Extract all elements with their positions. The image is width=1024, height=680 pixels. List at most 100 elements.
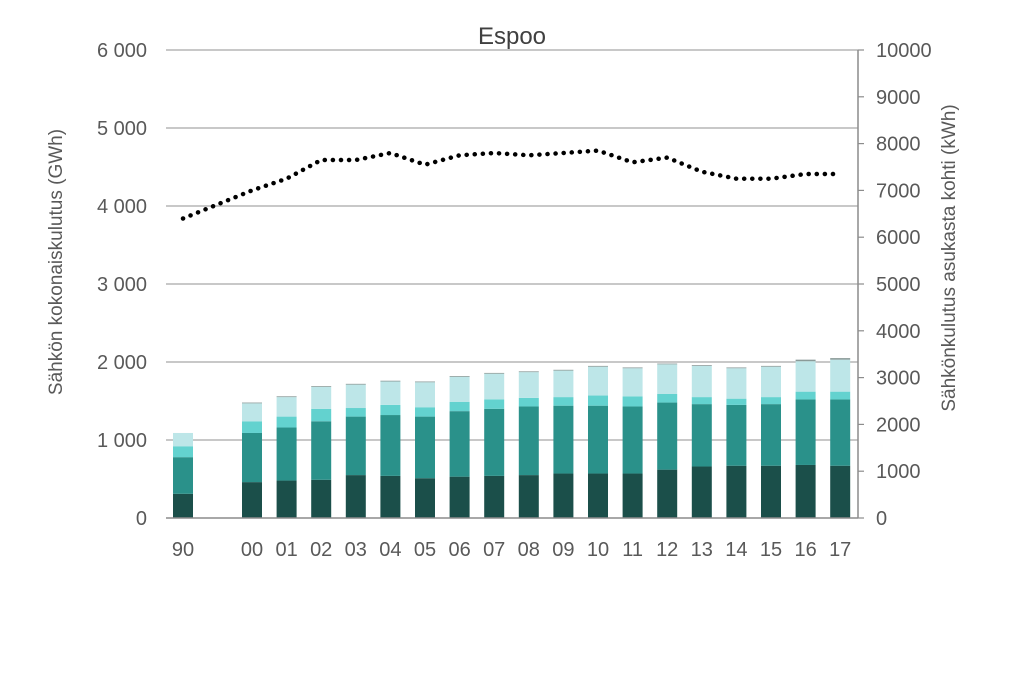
bar-segment-3 [795, 391, 816, 400]
bar-segment-1 [380, 475, 401, 518]
bar-segment-5 [657, 363, 678, 365]
bar-segment-1 [484, 475, 505, 518]
chart-title: Espoo [478, 23, 546, 50]
x-tick-label: 00 [241, 539, 263, 561]
bar-segment-1 [345, 475, 366, 518]
bar-segment-2 [588, 405, 608, 474]
bar-segment-2 [415, 416, 435, 479]
bar-segment-2 [242, 432, 262, 483]
x-tick-label: 10 [587, 539, 609, 561]
bar-segment-4 [380, 381, 401, 405]
bar-segment-4 [484, 373, 505, 400]
x-tick-label: 13 [691, 539, 713, 561]
bar-segment-3 [657, 393, 678, 403]
bar-segment-2 [380, 415, 401, 476]
bar-segment-3 [242, 421, 262, 433]
left-tick-label: 0 [136, 508, 147, 530]
bar-segment-1 [415, 478, 435, 518]
bar-segment-5 [588, 365, 608, 367]
bar-segment-5 [311, 386, 332, 387]
right-axis-ticks: 0 1000 2000 3000 4000 5000 6000 7000 8000 9000 100… [858, 40, 932, 530]
bar-segment-4 [276, 397, 297, 417]
bar-segment-5 [795, 359, 816, 362]
bar-segment-3 [415, 407, 435, 417]
bar-segment-3 [588, 395, 608, 406]
x-tick-label: 11 [622, 539, 643, 561]
bar-segment-4 [345, 384, 366, 409]
bar-segment-5 [242, 402, 262, 404]
bar-segment-4 [761, 366, 781, 398]
bar-segment-5 [380, 380, 401, 382]
bar-segment-4 [657, 364, 678, 394]
x-tick-label: 03 [345, 539, 367, 561]
bar-segment-1 [657, 469, 678, 518]
left-tick-label: 6 000 [97, 40, 147, 62]
bar-segment-4 [726, 368, 747, 399]
bar-segment-1 [553, 473, 574, 518]
right-tick-label: 6000 [876, 227, 921, 249]
x-tick-label: 14 [725, 539, 747, 561]
bar-segment-2 [553, 405, 574, 474]
left-tick-label: 4 000 [97, 196, 147, 218]
bar-segment-2 [622, 406, 643, 474]
right-tick-label: 9000 [876, 87, 921, 109]
x-axis-ticks: 90 00 01 02 03 04 05 06 07 08 09 10 11 12 13 14 15 16 17 [172, 539, 851, 561]
x-tick-label: 90 [172, 539, 194, 561]
bar-segment-3 [726, 398, 747, 405]
bar-segment-1 [242, 482, 262, 518]
bar-segment-1 [276, 480, 297, 518]
bar-segment-5 [830, 358, 851, 360]
bar-segment-3 [830, 391, 851, 400]
x-tick-label: 16 [794, 539, 816, 561]
bar-segment-5 [276, 396, 297, 398]
bar-segment-3 [345, 408, 366, 417]
x-tick-label: 07 [483, 539, 505, 561]
x-tick-label: 05 [414, 539, 436, 561]
bar-segment-2 [830, 399, 851, 466]
x-tick-label: 01 [275, 539, 297, 561]
left-tick-label: 3 000 [97, 274, 147, 296]
right-tick-label: 3000 [876, 368, 921, 390]
bar-segment-4 [518, 372, 539, 398]
bar-segment-5 [622, 367, 643, 369]
bar-segment-5 [415, 381, 435, 383]
bar-segment-4 [173, 432, 193, 447]
left-tick-label: 1 000 [97, 430, 147, 452]
bar-segment-2 [345, 416, 366, 476]
left-tick-label: 2 000 [97, 352, 147, 374]
bar-segment-2 [311, 421, 332, 480]
bar-segment-2 [449, 411, 470, 477]
bar-segment-1 [830, 465, 851, 518]
bar-segment-2 [173, 457, 193, 494]
left-axis-ticks: 0 1 000 2 000 3 000 4 000 5 000 6 000 [97, 40, 147, 530]
bar-segment-1 [173, 493, 193, 518]
bar-segment-1 [726, 465, 747, 518]
left-axis-title: Sähkön kokonaiskulutus (GWh) [46, 129, 67, 395]
x-tick-label: 12 [656, 539, 678, 561]
x-tick-label: 15 [760, 539, 782, 561]
bar-segment-3 [622, 396, 643, 407]
bar-segment-3 [553, 397, 574, 406]
bar-segment-3 [518, 397, 539, 407]
right-tick-label: 7000 [876, 180, 921, 202]
bar-segment-4 [830, 359, 851, 392]
bar-segment-2 [657, 402, 678, 470]
per-capita-series-line [180, 148, 843, 221]
bar-segment-4 [449, 376, 470, 402]
bar-segment-1 [691, 466, 712, 518]
left-tick-label: 5 000 [97, 118, 147, 140]
bar-segment-2 [726, 404, 747, 466]
bar-segment-5 [449, 376, 470, 377]
bar-segment-3 [761, 397, 781, 405]
bar-segment-5 [518, 371, 539, 373]
bar-segment-1 [518, 475, 539, 518]
bar-segment-2 [276, 427, 297, 481]
bar-segment-3 [380, 404, 401, 416]
bar-segment-1 [795, 464, 816, 518]
x-tick-label: 17 [829, 539, 851, 561]
bar-segment-3 [449, 401, 470, 412]
right-tick-label: 1000 [876, 461, 921, 483]
gridlines [166, 49, 858, 441]
bar-segment-3 [691, 397, 712, 405]
